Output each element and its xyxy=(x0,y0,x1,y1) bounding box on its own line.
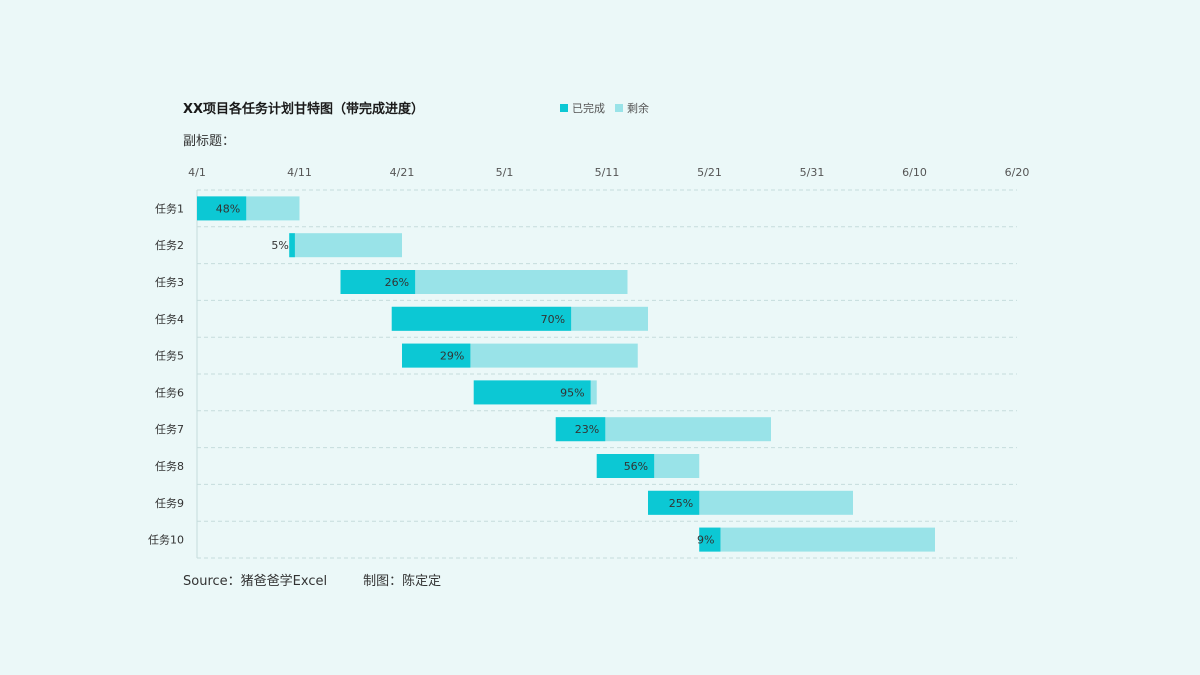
completed-bar xyxy=(473,380,591,405)
completed-bar xyxy=(402,343,471,368)
y-tick-label: 任务7 xyxy=(155,423,184,436)
progress-label: 48% xyxy=(216,202,240,215)
progress-label: 9% xyxy=(697,534,714,547)
footer-author: 制图：陈定定 xyxy=(363,574,442,589)
x-tick-label: 4/21 xyxy=(390,166,415,179)
legend: 已完成 剩余 xyxy=(560,100,649,116)
progress-label: 23% xyxy=(575,423,599,436)
legend-swatch-remaining xyxy=(615,104,623,112)
remaining-bar xyxy=(699,527,935,552)
y-tick-label: 任务1 xyxy=(155,202,184,215)
completed-bar xyxy=(197,196,247,221)
x-tick-label: 6/20 xyxy=(1005,166,1030,179)
y-tick-label: 任务10 xyxy=(148,534,184,547)
progress-label: 95% xyxy=(560,386,584,399)
y-tick-label: 任务6 xyxy=(155,386,184,399)
completed-bar xyxy=(391,306,572,331)
y-tick-label: 任务8 xyxy=(155,460,184,473)
x-tick-label: 4/11 xyxy=(287,166,312,179)
completed-bar xyxy=(555,417,606,442)
y-tick-label: 任务3 xyxy=(155,276,184,289)
completed-bar xyxy=(596,454,655,478)
legend-label-remaining: 剩余 xyxy=(627,102,649,115)
completed-bar xyxy=(648,490,700,515)
x-tick-label: 5/31 xyxy=(800,166,825,179)
chart-title: XX项目各任务计划甘特图（带完成进度） xyxy=(183,102,425,117)
legend-swatch-completed xyxy=(560,104,568,112)
y-tick-label: 任务9 xyxy=(155,497,184,510)
progress-label: 25% xyxy=(669,497,693,510)
completed-bar xyxy=(699,527,721,552)
x-tick-label: 5/11 xyxy=(595,166,620,179)
x-tick-label: 6/10 xyxy=(902,166,927,179)
completed-bar xyxy=(340,270,416,294)
footer-source: Source：猪爸爸学Excel xyxy=(183,574,328,589)
legend-item-completed: 已完成 xyxy=(560,100,605,116)
y-tick-label: 任务5 xyxy=(155,350,184,363)
x-tick-label: 4/1 xyxy=(188,166,206,179)
progress-label: 26% xyxy=(385,276,409,289)
x-tick-label: 5/1 xyxy=(496,166,514,179)
remaining-bar xyxy=(289,233,402,258)
progress-label: 5% xyxy=(271,239,288,252)
progress-label: 70% xyxy=(541,313,565,326)
legend-item-remaining: 剩余 xyxy=(615,100,649,116)
chart-footer: Source：猪爸爸学Excel 制图：陈定定 xyxy=(183,570,441,589)
y-tick-label: 任务2 xyxy=(155,239,184,252)
chart-subtitle: 副标题： xyxy=(183,134,236,149)
progress-label: 56% xyxy=(624,460,648,473)
x-tick-label: 5/21 xyxy=(697,166,722,179)
legend-label-completed: 已完成 xyxy=(572,102,605,115)
progress-label: 29% xyxy=(440,350,464,363)
completed-bar xyxy=(289,233,295,258)
y-tick-label: 任务4 xyxy=(155,313,184,326)
